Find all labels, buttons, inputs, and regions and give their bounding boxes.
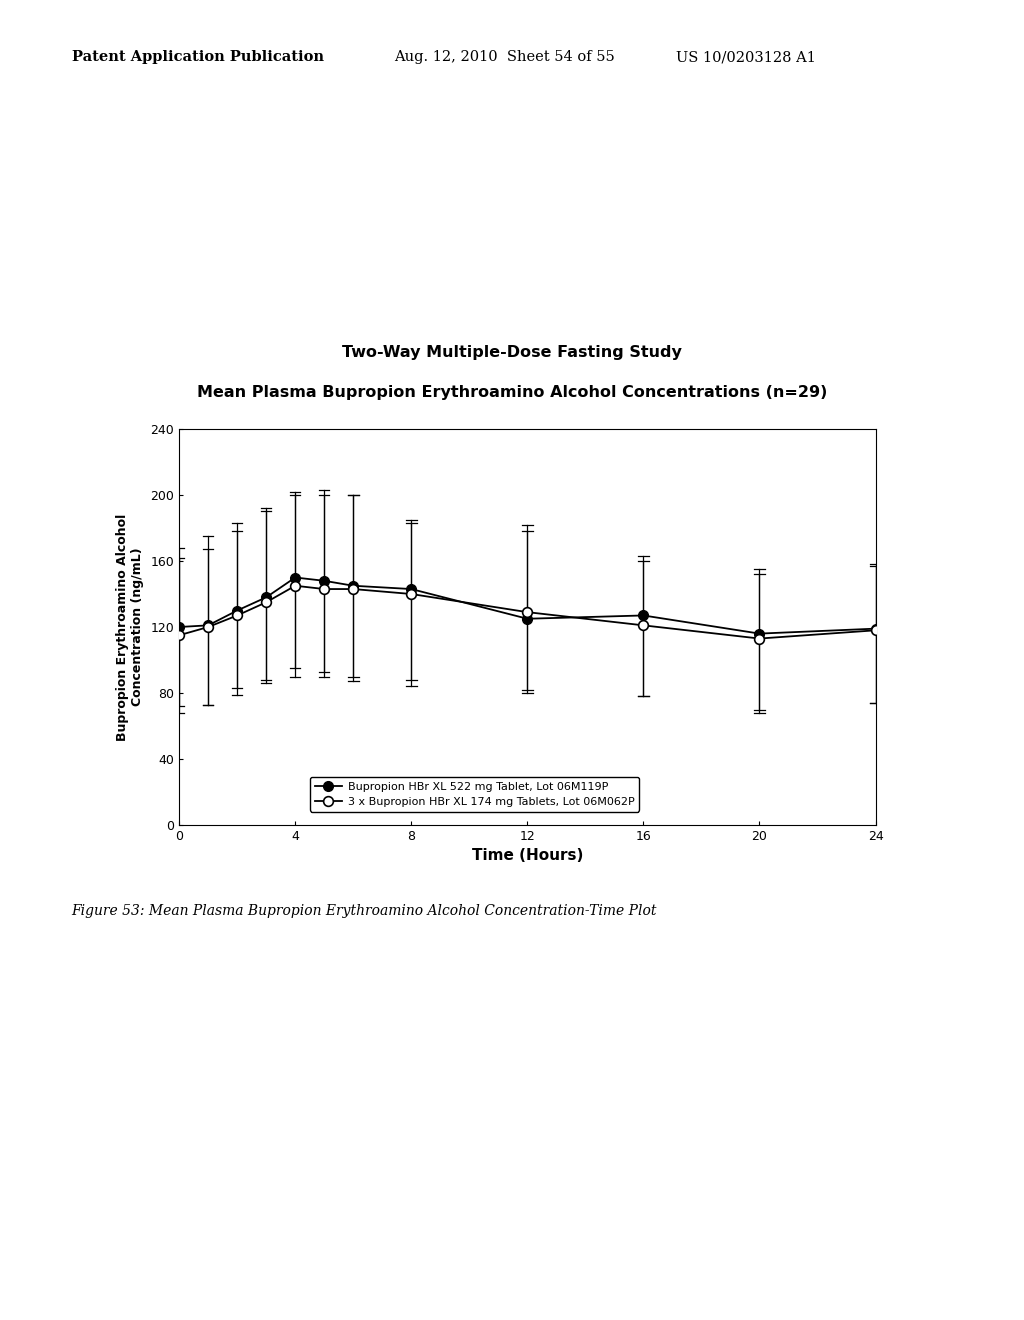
Text: Patent Application Publication: Patent Application Publication [72, 50, 324, 65]
Text: Figure 53: Mean Plasma Bupropion Erythroamino Alcohol Concentration-Time Plot: Figure 53: Mean Plasma Bupropion Erythro… [72, 904, 657, 919]
Text: Mean Plasma Bupropion Erythroamino Alcohol Concentrations (n=29): Mean Plasma Bupropion Erythroamino Alcoh… [197, 385, 827, 400]
Text: US 10/0203128 A1: US 10/0203128 A1 [676, 50, 816, 65]
Text: Aug. 12, 2010  Sheet 54 of 55: Aug. 12, 2010 Sheet 54 of 55 [394, 50, 615, 65]
Y-axis label: Bupropion Erythroamino Alcohol
Concentration (ng/mL): Bupropion Erythroamino Alcohol Concentra… [116, 513, 143, 741]
Legend: Bupropion HBr XL 522 mg Tablet, Lot 06M119P, 3 x Bupropion HBr XL 174 mg Tablets: Bupropion HBr XL 522 mg Tablet, Lot 06M1… [310, 777, 639, 812]
Text: Two-Way Multiple-Dose Fasting Study: Two-Way Multiple-Dose Fasting Study [342, 346, 682, 360]
X-axis label: Time (Hours): Time (Hours) [472, 849, 583, 863]
